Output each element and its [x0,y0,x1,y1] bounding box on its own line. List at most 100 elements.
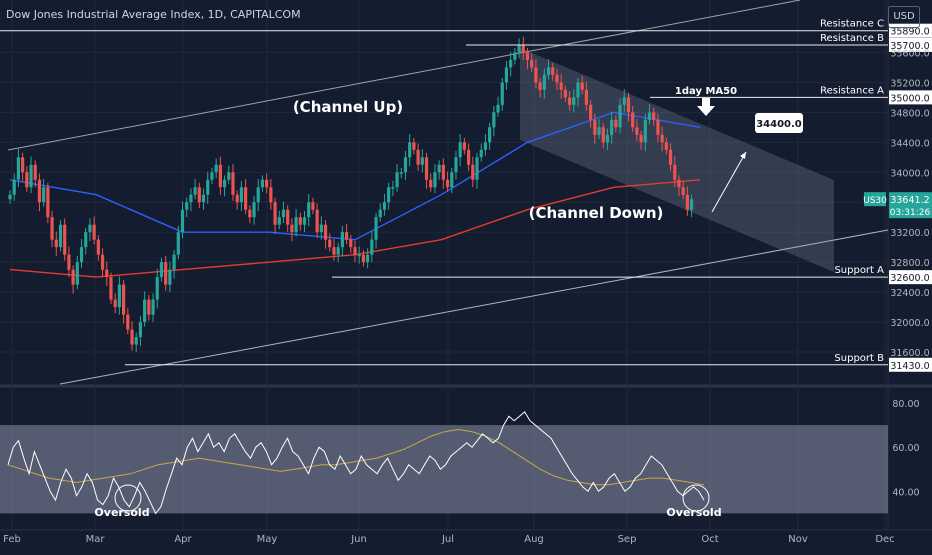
candle-body [63,224,67,255]
candle-body [391,187,395,189]
candle-body [231,172,235,195]
candle-body [121,284,126,315]
candle-body [542,74,546,90]
candle-body [399,172,403,174]
candle-body [12,179,16,195]
candle-body [164,262,168,285]
candle-body [462,142,466,150]
candle-body [466,149,471,165]
candle-body [54,239,58,248]
candle-body [504,67,509,83]
price-axis-tick: 35600.0 [890,48,929,59]
level-price-tag [889,90,932,105]
candle-body [235,194,239,203]
candle-body [79,247,84,263]
candle-body [559,82,563,90]
level-name-label: Support B [834,353,884,364]
candle-body [685,194,689,210]
candle-body [168,269,172,285]
candle-body [143,299,147,323]
candle-body [147,299,151,315]
candle-body [403,157,408,173]
candle-body [551,67,555,75]
candle-body [349,239,353,248]
countdown-label: 03:31:26 [890,208,931,218]
candle-body [176,232,180,255]
candle-body [210,172,214,180]
candle-body [33,164,37,180]
candle-body [546,67,551,75]
time-axis-tick: Sep [618,534,637,545]
candle-body [622,97,626,105]
candle-body [307,202,311,218]
candle-body [639,134,643,143]
candle-body [618,104,622,128]
candle-body [201,194,206,203]
candle-body [281,209,286,218]
candle-body [445,179,450,188]
candle-body [151,299,155,315]
candle-body [605,134,610,143]
candle-body [138,322,143,338]
candle-body [92,224,96,240]
currency-button[interactable]: USD [888,6,920,28]
candle-body [580,82,584,90]
candle-body [378,209,382,218]
price-axis-tick: 31600.0 [890,348,929,359]
rsi-line [7,411,705,515]
candle-body [454,157,458,173]
time-axis-tick: May [257,534,278,545]
candle-body [534,67,538,83]
channel-up-upper [7,0,801,151]
projection-line [711,151,747,213]
candle-body [420,157,424,165]
candle-body [601,127,605,143]
candle-body [75,262,79,285]
candle-body [593,119,597,135]
candle-body [8,194,12,200]
candle-body [416,149,420,165]
candle-body [626,97,631,113]
candle-body [189,194,193,203]
annotation-channel-up: (Channel Up) [293,98,403,116]
candle-body [336,247,340,255]
candle-body [193,187,197,195]
candle-body [298,217,302,225]
candle-body [647,112,652,120]
level-price-tag [889,270,932,285]
candle-body [412,142,416,150]
candle-body [46,187,50,218]
candle-body [214,164,218,173]
candle-body [328,239,332,248]
candle-body [576,82,580,98]
candle-body [340,232,344,248]
candle-body [500,82,504,105]
candle-body [668,149,673,165]
candle-body [361,254,366,263]
candle-body [256,187,260,203]
candle-body [109,277,113,300]
candle-body [589,104,593,120]
candle-body [492,112,496,128]
target-box [755,113,803,133]
candle-body [521,44,525,53]
target-label: 34400.0 [756,119,802,130]
time-axis-tick: Jul [441,534,454,545]
candle-body [635,127,639,135]
candle-body [286,209,290,225]
candle-body [429,179,433,188]
price-axis-tick: 35200.0 [890,78,929,89]
level-price-label: 35700.0 [890,41,929,52]
candle-body [16,157,21,180]
candle-body [652,112,656,120]
candle-body [572,97,576,105]
candle-body [353,247,357,255]
candle-body [366,254,370,263]
candle-body [614,119,618,128]
candle-body [50,217,54,240]
candle-body [248,209,252,218]
candle-body [130,329,134,345]
candle-body [319,224,323,233]
